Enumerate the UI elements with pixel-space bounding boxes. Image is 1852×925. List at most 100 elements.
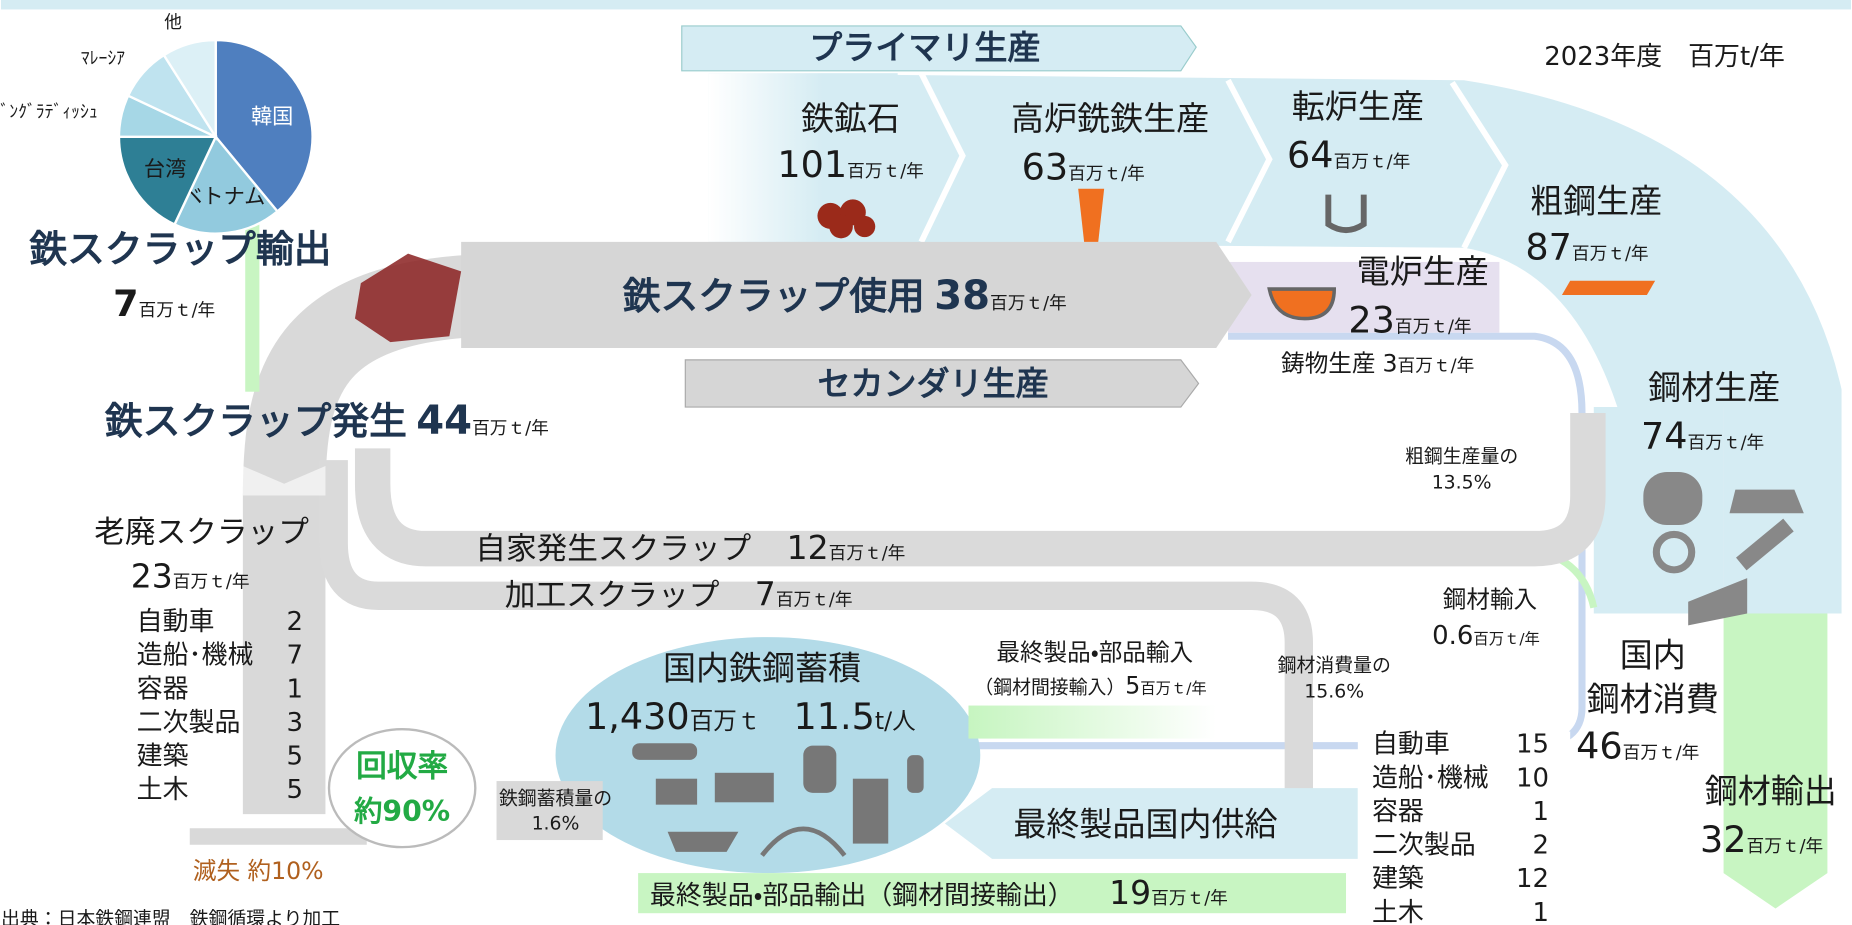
ratio-label: 鋼材消費量の xyxy=(1278,654,1391,676)
scrap-export-line xyxy=(245,214,260,392)
breakdown-value: 5 xyxy=(287,742,304,772)
node-label: 鉄スクラップ輸出 xyxy=(28,227,331,271)
self-scrap-flow xyxy=(354,412,1606,567)
steel-import-value: 0.6百万ｔ/年 xyxy=(1432,621,1540,651)
eaf-icon xyxy=(1267,287,1336,321)
converter-icon xyxy=(1325,194,1367,234)
breakdown-value: 2 xyxy=(1532,831,1549,861)
recovery-value: 約90% xyxy=(354,795,450,828)
stock-icons xyxy=(632,743,924,857)
self-scrap: 自家発生スクラップ 12百万ｔ/年 xyxy=(475,528,905,567)
pie-slice xyxy=(162,38,217,141)
breakdown-label: 建築 xyxy=(1372,864,1424,894)
domestic-supply-arrow xyxy=(944,788,1358,859)
final-export: 最終製品・部品輸出（鋼材間接輸出） 19百万ｔ/年 xyxy=(650,873,1228,912)
breakdown-value: 3 xyxy=(287,708,304,738)
node-label: 鋼材消費 xyxy=(1587,679,1719,718)
node-label: 国内 xyxy=(1620,636,1686,675)
breakdown-label: 自動車 xyxy=(1372,730,1450,760)
pie-label: ベトナム xyxy=(181,184,265,209)
node-label: 鉄鉱石 xyxy=(801,99,900,138)
breakdown-value: 12 xyxy=(1516,864,1549,894)
source: 出典：日本鉄鋼連盟 鉄鋼循環より加工 xyxy=(1,908,340,925)
final-import-value: （鋼材間接輸入）5百万ｔ/年 xyxy=(974,672,1206,700)
breakdown-value: 1 xyxy=(1532,797,1549,827)
header-bar xyxy=(1,0,1851,10)
pie-label: ﾏﾚｰｼｱ xyxy=(81,49,125,69)
stock-label: 国内鉄鋼蓄積 xyxy=(663,649,861,688)
scrap-generation: 鉄スクラップ発生 44百万ｔ/年 xyxy=(104,398,549,444)
node-label: 転炉生産 xyxy=(1292,87,1424,126)
scrap-icon xyxy=(354,253,462,343)
node-value: 46百万ｔ/年 xyxy=(1576,725,1699,768)
breakdown-label: 造船･機械 xyxy=(137,641,254,671)
consumption-list-bg xyxy=(1357,731,1571,925)
pie-label: 台湾 xyxy=(144,157,186,182)
secondary-banner-label: セカンダリ生産 xyxy=(818,364,1049,403)
breakdown-value: 1 xyxy=(287,674,304,704)
primary-flow xyxy=(708,73,1842,614)
ore-icon xyxy=(817,199,876,239)
pie-slice xyxy=(214,38,314,214)
year-unit: 2023年度 百万t/年 xyxy=(1544,42,1785,72)
loss: 滅失 約10% xyxy=(193,857,324,885)
stock-link xyxy=(496,781,603,841)
node-label: 鋼材輸出 xyxy=(1705,771,1837,810)
node-value: 32百万ｔ/年 xyxy=(1700,818,1823,861)
ratio-label: 粗鋼生産量の xyxy=(1405,446,1518,468)
breakdown-value: 2 xyxy=(287,607,304,637)
blast-furnace-icon xyxy=(1078,188,1105,242)
domestic-supply: 最終製品国内供給 xyxy=(1013,804,1277,843)
loop-notch xyxy=(242,466,326,496)
pie-label: 韓国 xyxy=(251,105,293,130)
breakdown-label: 容器 xyxy=(1372,797,1424,827)
pie-slice xyxy=(172,134,280,235)
breakdown-value: 1 xyxy=(1532,898,1549,925)
steel-product-icons xyxy=(1643,471,1804,626)
recovery-label: 回収率 xyxy=(356,749,448,784)
pie-slice xyxy=(117,135,218,226)
node-label: 老廃スクラップ xyxy=(94,516,309,551)
breakdown-lists: 自動車 2 造船･機械 7 容器 1 二次製品 3 建築 5 土木 5 自動車 15 造船･機械 10 容器 1 二… xyxy=(137,607,1549,925)
breakdown-label: 容器 xyxy=(137,674,189,704)
recovery-cloud xyxy=(327,727,477,849)
breakdown-value: 7 xyxy=(287,641,304,671)
node-value: 87百万ｔ/年 xyxy=(1525,226,1648,269)
ratio-value: 13.5% xyxy=(1432,471,1492,493)
scrap-use: 鉄スクラップ使用 38百万ｔ/年 xyxy=(622,273,1067,319)
node-label: 高炉銑鉄生産 xyxy=(1011,99,1209,138)
secondary-banner xyxy=(684,359,1200,408)
ore-fade xyxy=(708,73,898,242)
process-scrap: 加工スクラップ 7百万ｔ/年 xyxy=(505,574,853,613)
node-label: 粗鋼生産 xyxy=(1530,181,1662,220)
casting: 鋳物生産 3百万ｔ/年 xyxy=(1281,350,1474,378)
steel-export-flow xyxy=(1723,613,1828,909)
final-import-label: 最終製品・部品輸入 xyxy=(996,639,1193,667)
breakdown-label: 土木 xyxy=(1372,898,1424,925)
final-export-band xyxy=(638,873,1347,914)
ratio-label: 鉄鋼蓄積量の xyxy=(499,788,612,810)
pie-label: 他 xyxy=(164,12,182,33)
node-label: 鋼材生産 xyxy=(1648,368,1780,407)
breakdown-label: 造船･機械 xyxy=(1372,763,1489,793)
ratio-value: 1.6% xyxy=(532,812,580,834)
final-import-band xyxy=(968,705,1217,739)
loss-bar xyxy=(189,828,367,845)
breakdown-value: 5 xyxy=(287,775,304,805)
breakdown-label: 土木 xyxy=(137,775,189,805)
node-label: 電炉生産 xyxy=(1357,252,1489,291)
node-value: 64百万ｔ/年 xyxy=(1287,134,1410,177)
node-value: 63百万ｔ/年 xyxy=(1022,145,1145,188)
primary-banner xyxy=(681,25,1197,72)
breakdown-value: 10 xyxy=(1516,763,1549,793)
node-value: 74百万ｔ/年 xyxy=(1641,414,1764,457)
node-value: 7百万ｔ/年 xyxy=(113,282,215,325)
breakdown-label: 建築 xyxy=(137,742,189,772)
breakdown-label: 自動車 xyxy=(137,607,215,637)
scrap-use-arrow xyxy=(461,241,1252,349)
node-value: 23百万ｔ/年 xyxy=(131,557,250,596)
chevron-dividers xyxy=(918,71,1509,250)
crude-steel-icon xyxy=(1561,280,1656,295)
